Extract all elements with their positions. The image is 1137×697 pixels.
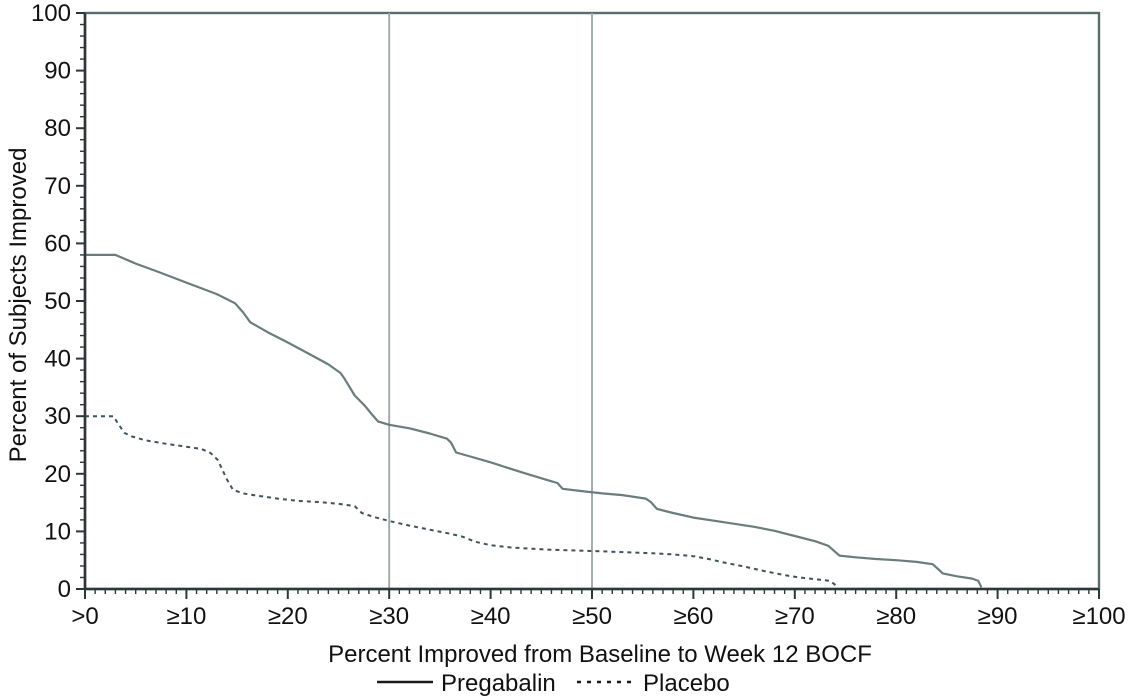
y-tick-label: 10 [44, 518, 71, 545]
x-tick-label: ≥50 [572, 603, 612, 630]
y-tick-label: 100 [31, 0, 71, 27]
x-tick-label: ≥100 [1072, 603, 1125, 630]
plot-area: >0 ≥10 ≥20 ≥30 ≥40 ≥50 ≥60 ≥70 ≥80 ≥90 ≥100 0 10 20 30… [31, 0, 1126, 630]
x-tick-label: ≥20 [268, 603, 308, 630]
placebo-line [85, 415, 839, 588]
pregabalin-line [85, 253, 983, 588]
legend: Pregabalin Placebo [377, 670, 730, 697]
x-tick-label: ≥30 [369, 603, 409, 630]
legend-label-placebo: Placebo [643, 670, 730, 697]
y-tick-label: 40 [44, 346, 71, 373]
y-tick-label: 90 [44, 58, 71, 85]
x-axis-title: Percent Improved from Baseline to Week 1… [328, 641, 872, 668]
x-tick-label: ≥60 [673, 603, 713, 630]
y-tick-label: 20 [44, 461, 71, 488]
y-tick-label: 70 [44, 173, 71, 200]
x-tick-label: ≥70 [775, 603, 815, 630]
y-axis-title: Percent of Subjects Improved [5, 148, 32, 463]
y-tick-label: 50 [44, 288, 71, 315]
x-tick-label: ≥10 [166, 603, 206, 630]
y-tick-label: 60 [44, 230, 71, 257]
y-tick-label: 0 [58, 576, 71, 603]
x-tick-label: ≥80 [876, 603, 916, 630]
x-tick-label: ≥40 [471, 603, 511, 630]
y-tick-label: 30 [44, 403, 71, 430]
y-tick-label: 80 [44, 115, 71, 142]
legend-label-pregabalin: Pregabalin [441, 670, 556, 697]
x-tick-label: ≥90 [978, 603, 1018, 630]
x-tick-label: >0 [71, 603, 98, 630]
